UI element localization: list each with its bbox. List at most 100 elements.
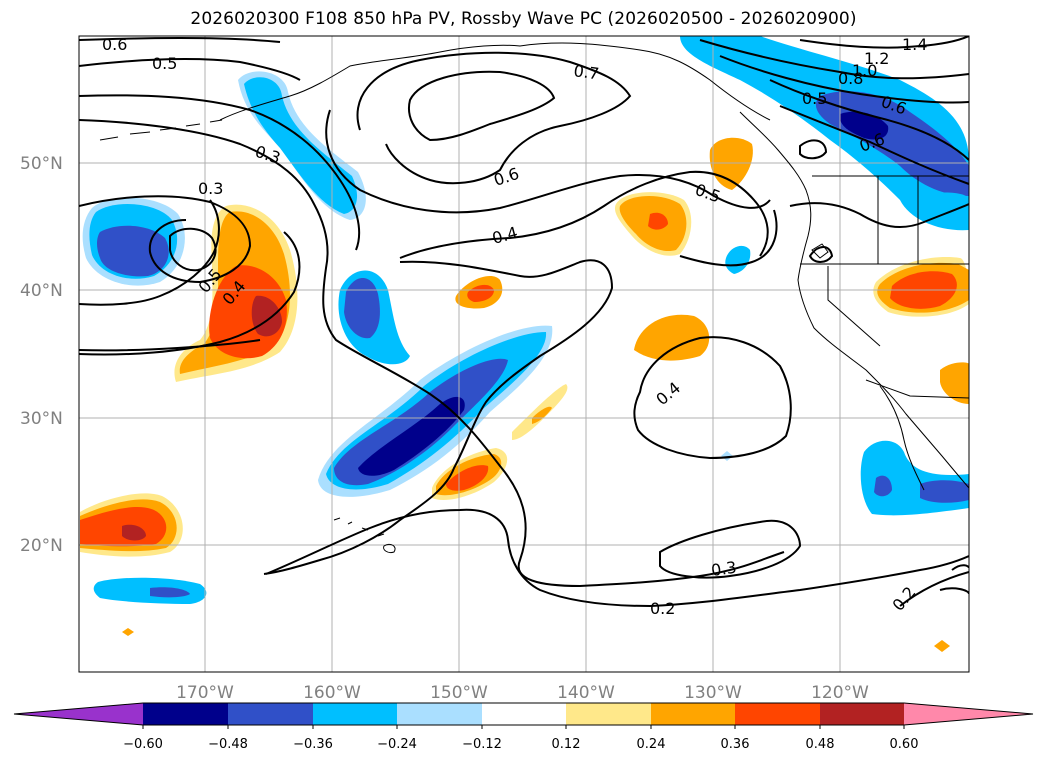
neg-anomaly-mexico-core2: [920, 480, 969, 503]
aleutians: [99, 119, 223, 141]
contour-label: 0.3: [198, 179, 223, 198]
neg-anomaly-west-deep: [97, 225, 169, 277]
colorbar-tick-label: 0.36: [721, 737, 750, 752]
contour-rockies: [789, 202, 969, 229]
contour-rockies-b: [808, 246, 834, 263]
colorbar-seg-3: [313, 703, 397, 725]
colorbar-tick-label: 0.24: [637, 737, 666, 752]
lon-label-170w: 170°W: [176, 683, 234, 703]
colorbar-tick-label: 0.60: [890, 737, 919, 752]
contour-ne-b: [719, 55, 969, 104]
neg-anomaly-ne-core: [839, 111, 889, 140]
contour-label: 0.6: [102, 35, 127, 54]
alaska-coast: [219, 42, 771, 121]
pos-anomaly-east-a: [634, 314, 710, 361]
contour-nw-a: [79, 94, 361, 251]
contour-label: 0.2: [650, 599, 675, 618]
lon-label-120w: 120°W: [811, 683, 869, 703]
state-border-c: [827, 266, 881, 347]
map-content: 0.6 0.5 0.7 1.2 1.4 1.0 0.8 0.6 0.5 0.3 …: [79, 35, 969, 672]
contour-ne-a: [699, 39, 969, 80]
contour-ne-c: [769, 79, 969, 161]
contour-0-7-inner: [408, 70, 556, 142]
contour-label: 0.8: [838, 69, 863, 88]
island-great-lake: [811, 243, 829, 259]
contour-ne-loop: [799, 139, 828, 160]
colorbar-seg-2: [228, 703, 313, 725]
neg-anomaly-ne: [680, 36, 969, 231]
colorbar-seg-6: [566, 703, 651, 725]
contour-0-6-top: [79, 37, 281, 43]
contour-label: 0.7: [572, 61, 600, 83]
map-border: [78, 35, 970, 673]
latitude-labels: 50°N 40°N 30°N 20°N: [20, 154, 63, 556]
colorbar-ticks: [142, 725, 905, 729]
colorbar-seg-8: [735, 703, 820, 725]
contour-0-7: [356, 51, 632, 185]
pos-anomaly-tiny-b: [934, 640, 950, 652]
colorbar-seg-7: [651, 703, 735, 725]
contour-0-3-east: [659, 519, 802, 579]
contour-0-5-west: [79, 199, 220, 306]
contour-0-4-mid: [263, 259, 614, 575]
contour-label: 1.4: [902, 35, 927, 54]
contour-label: 0.3: [710, 558, 738, 580]
us-mexico-border: [865, 379, 969, 399]
pv-anomaly-fills: [80, 36, 969, 652]
pos-anomaly-strip-core: [532, 406, 552, 424]
longitude-labels: 170°W 160°W 150°W 140°W 130°W 120°W: [176, 683, 869, 703]
colorbar-seg-1: [143, 703, 228, 725]
lat-label-50n: 50°N: [20, 154, 63, 174]
lat-label-40n: 40°N: [20, 281, 63, 301]
pos-anomaly-sw-core: [122, 524, 146, 541]
figure-title: 2026020300 F108 850 hPa PV, Rossby Wave …: [190, 9, 857, 29]
pos-anomaly-se: [940, 362, 969, 404]
colorbar-over: [904, 703, 1033, 725]
neg-anomaly-strip-north-core: [244, 77, 358, 214]
contour-0-4-ring-east: [633, 336, 792, 460]
pv-contours: [79, 36, 969, 608]
neg-anomaly-band-core: [358, 396, 465, 476]
neg-anomaly-small-b: [725, 245, 751, 274]
contour-0-4-upper-east: [679, 209, 778, 267]
pos-anomaly-small-a-core: [467, 284, 494, 302]
contour-label: 1.2: [864, 49, 889, 68]
lon-label-130w: 130°W: [684, 683, 742, 703]
neg-anomaly-mexico-core: [874, 475, 892, 497]
lat-label-30n: 30°N: [20, 409, 63, 429]
contour-0-6-mid: [325, 109, 771, 214]
state-border-b: [877, 176, 919, 264]
bc-coast: [739, 111, 969, 489]
colorbar-seg-9: [820, 703, 904, 725]
contour-label: 1.0: [852, 61, 877, 80]
contour-0-4-west: [79, 231, 301, 356]
colorbar-seg-4: [397, 703, 482, 725]
colorbar-tick-label: −0.48: [208, 737, 248, 752]
contour-0-5-mid: [399, 170, 769, 259]
contour-0-3-ring-inner: [169, 227, 217, 272]
lon-label-140w: 140°W: [557, 683, 615, 703]
neg-anomaly-mid-core: [344, 278, 380, 339]
contour-0-3-ring: [79, 195, 252, 284]
colorbar-tick-label: −0.12: [462, 737, 502, 752]
colorbar-tick-label: −0.60: [123, 737, 163, 752]
colorbar-tick-label: −0.36: [293, 737, 333, 752]
colorbar-seg-5: [482, 703, 566, 725]
pos-anomaly-south-core: [446, 465, 489, 491]
colorbar-tick-label: 0.12: [552, 737, 581, 752]
contour-0-3-upper: [79, 119, 785, 588]
pos-anomaly-tiny-a: [122, 628, 134, 636]
lat-label-20n: 20°N: [20, 536, 63, 556]
colorbar-tick-label: −0.24: [377, 737, 417, 752]
lon-label-150w: 150°W: [430, 683, 488, 703]
lon-label-160w: 160°W: [303, 683, 361, 703]
pos-anomaly-east-b-core: [648, 212, 668, 230]
colorbar-under: [14, 703, 143, 725]
contour-0-5-top: [79, 58, 301, 81]
contour-label: 0.5: [802, 89, 827, 108]
coastlines: [99, 42, 969, 553]
contour-ne-e: [799, 36, 969, 49]
contour-label: 0.5: [152, 54, 177, 73]
contour-0-2-bottom: [265, 508, 969, 608]
